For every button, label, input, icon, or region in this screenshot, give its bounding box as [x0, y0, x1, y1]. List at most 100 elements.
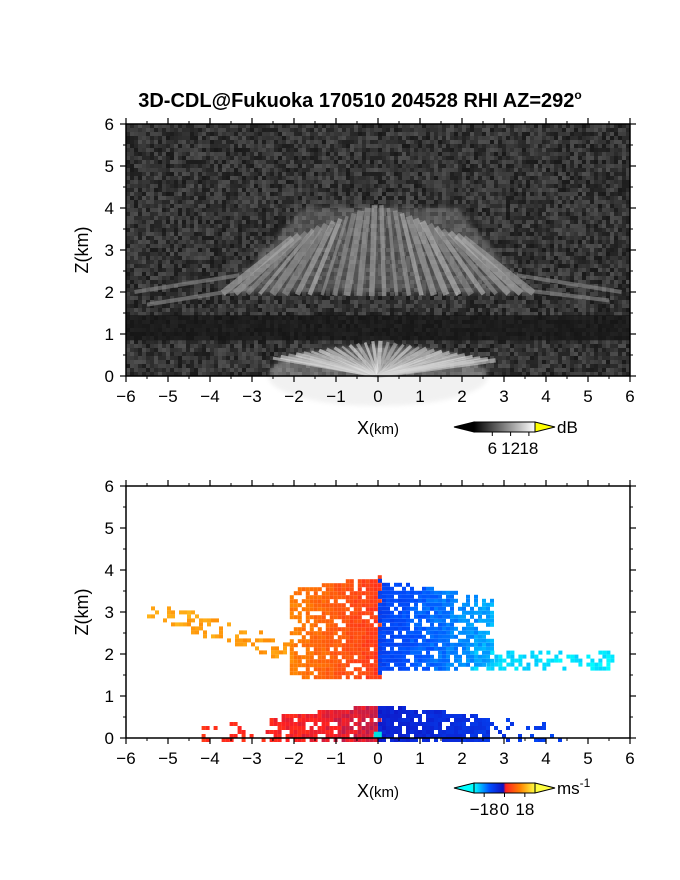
noise-pixel — [326, 188, 330, 192]
noise-pixel — [494, 136, 498, 140]
noise-pixel — [566, 148, 570, 152]
noise-pixel — [154, 160, 158, 164]
noise-pixel — [266, 148, 270, 152]
noise-pixel — [262, 244, 266, 248]
noise-pixel — [454, 192, 458, 196]
noise-pixel — [258, 136, 262, 140]
noise-pixel — [514, 148, 518, 152]
noise-pixel — [146, 172, 150, 176]
noise-pixel — [198, 148, 202, 152]
noise-pixel — [246, 208, 250, 212]
noise-pixel — [206, 176, 210, 180]
noise-pixel — [206, 188, 210, 192]
noise-pixel — [198, 276, 202, 280]
noise-pixel — [206, 248, 210, 252]
noise-pixel — [494, 156, 498, 160]
noise-pixel — [342, 180, 346, 184]
noise-pixel — [366, 156, 370, 160]
noise-pixel — [550, 224, 554, 228]
noise-pixel — [206, 256, 210, 260]
noise-pixel — [230, 168, 234, 172]
noise-pixel — [210, 204, 214, 208]
noise-pixel — [274, 176, 278, 180]
noise-pixel — [538, 220, 542, 224]
noise-pixel — [590, 136, 594, 140]
noise-pixel — [258, 180, 262, 184]
noise-pixel — [198, 264, 202, 268]
noise-pixel — [270, 180, 274, 184]
noise-pixel — [522, 144, 526, 148]
noise-pixel — [150, 220, 154, 224]
noise-pixel — [310, 152, 314, 156]
noise-pixel — [250, 180, 254, 184]
noise-pixel — [130, 176, 134, 180]
noise-pixel — [482, 144, 486, 148]
noise-pixel — [270, 224, 274, 228]
noise-pixel — [582, 256, 586, 260]
noise-pixel — [402, 132, 406, 136]
noise-pixel — [130, 256, 134, 260]
noise-pixel — [626, 124, 630, 128]
noise-pixel — [370, 124, 374, 128]
noise-pixel — [582, 216, 586, 220]
noise-pixel — [218, 188, 222, 192]
noise-pixel — [282, 132, 286, 136]
noise-pixel — [390, 164, 394, 168]
noise-pixel — [506, 176, 510, 180]
noise-pixel — [214, 256, 218, 260]
noise-pixel — [478, 188, 482, 192]
noise-pixel — [198, 244, 202, 248]
noise-pixel — [518, 148, 522, 152]
noise-pixel — [626, 156, 630, 160]
noise-pixel — [418, 184, 422, 188]
noise-pixel — [258, 144, 262, 148]
noise-pixel — [462, 168, 466, 172]
noise-pixel — [610, 212, 614, 216]
noise-pixel — [234, 264, 238, 268]
noise-pixel — [298, 140, 302, 144]
noise-pixel — [590, 232, 594, 236]
noise-pixel — [522, 200, 526, 204]
noise-pixel — [154, 264, 158, 268]
noise-pixel — [250, 248, 254, 252]
noise-pixel — [142, 148, 146, 152]
noise-pixel — [510, 244, 514, 248]
noise-pixel — [154, 268, 158, 272]
noise-pixel — [246, 204, 250, 208]
noise-pixel — [594, 212, 598, 216]
noise-pixel — [578, 188, 582, 192]
noise-pixel — [210, 240, 214, 244]
noise-pixel — [530, 212, 534, 216]
noise-pixel — [306, 180, 310, 184]
noise-pixel — [202, 192, 206, 196]
noise-pixel — [174, 144, 178, 148]
noise-pixel — [190, 248, 194, 252]
noise-pixel — [602, 184, 606, 188]
noise-pixel — [574, 196, 578, 200]
noise-pixel — [334, 200, 338, 204]
noise-pixel — [138, 188, 142, 192]
noise-pixel — [598, 132, 602, 136]
noise-pixel — [298, 192, 302, 196]
noise-pixel — [210, 220, 214, 224]
noise-pixel — [354, 136, 358, 140]
noise-pixel — [554, 156, 558, 160]
noise-pixel — [130, 252, 134, 256]
noise-pixel — [554, 276, 558, 280]
noise-pixel — [294, 184, 298, 188]
noise-pixel — [134, 184, 138, 188]
noise-pixel — [550, 180, 554, 184]
noise-pixel — [610, 188, 614, 192]
noise-pixel — [246, 164, 250, 168]
noise-pixel — [574, 192, 578, 196]
noise-pixel — [150, 156, 154, 160]
noise-pixel — [202, 260, 206, 264]
noise-pixel — [370, 172, 374, 176]
noise-pixel — [482, 132, 486, 136]
noise-pixel — [518, 164, 522, 168]
noise-pixel — [610, 252, 614, 256]
noise-pixel — [270, 168, 274, 172]
noise-pixel — [582, 184, 586, 188]
noise-pixel — [238, 192, 242, 196]
noise-pixel — [166, 164, 170, 168]
